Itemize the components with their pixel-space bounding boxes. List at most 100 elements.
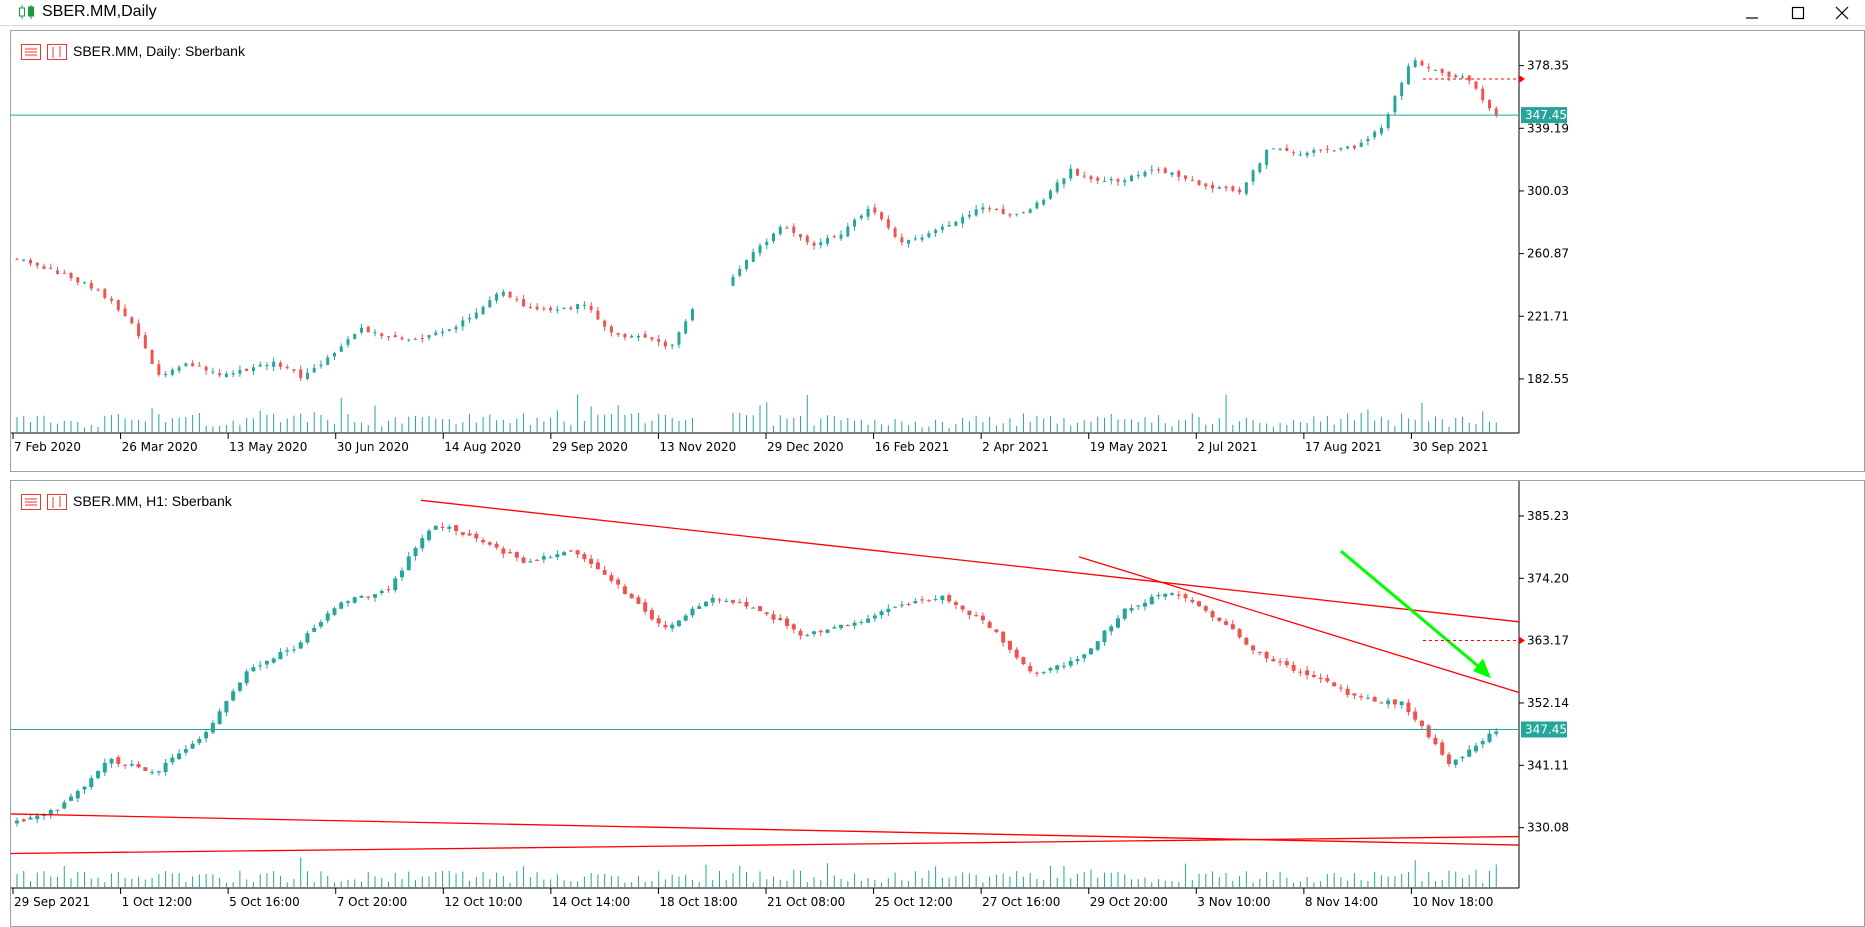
- candle-body: [69, 796, 74, 801]
- candle-body: [460, 532, 465, 535]
- candle-body: [535, 559, 540, 561]
- candle-body: [1136, 605, 1141, 607]
- candle-body: [1386, 114, 1390, 128]
- candle-body: [1231, 186, 1235, 191]
- candle-body: [893, 228, 897, 238]
- candle-body: [332, 608, 337, 615]
- candle-body: [326, 357, 330, 365]
- candle-body: [1204, 183, 1208, 187]
- candle-body: [285, 650, 290, 652]
- candle-body: [1068, 660, 1073, 666]
- candle-body: [1487, 100, 1491, 109]
- candle-body: [656, 618, 661, 624]
- candle-body: [488, 300, 492, 308]
- candle-body: [832, 627, 837, 629]
- candle-body: [636, 335, 640, 338]
- candle-body: [366, 326, 370, 333]
- candle-body: [663, 341, 667, 347]
- h1-chart-panel[interactable]: SBER.MM, H1: Sberbank 385.23 374.20 363.17…: [10, 480, 1865, 927]
- candle-body: [339, 602, 344, 609]
- candle-body: [670, 344, 674, 346]
- candle-body: [420, 538, 425, 549]
- candle-body: [582, 554, 587, 560]
- candle-body: [1096, 177, 1100, 181]
- candle-body: [1372, 697, 1377, 702]
- window-titlebar: SBER.MM,Daily: [0, 0, 1865, 26]
- candle-body: [954, 221, 958, 226]
- time-tick-label: 1 Oct 12:00: [122, 895, 193, 909]
- candle-body: [1244, 182, 1248, 194]
- candle-body: [204, 366, 208, 371]
- indicators-icon: [47, 44, 67, 61]
- candle-body: [487, 542, 492, 545]
- candle-body: [305, 372, 309, 379]
- time-tick-label: 25 Oct 12:00: [875, 895, 953, 909]
- candle-body: [454, 326, 458, 330]
- candle-body: [1177, 170, 1181, 177]
- candle-body: [28, 817, 33, 820]
- candle-body: [1298, 671, 1303, 673]
- candle-body: [1163, 593, 1168, 597]
- candle-body: [116, 757, 121, 764]
- candle-body: [913, 601, 918, 604]
- candle-body: [1238, 189, 1242, 193]
- candle-body: [1176, 594, 1181, 596]
- candle-body: [960, 605, 965, 610]
- candle-body: [880, 212, 884, 220]
- candle-body: [859, 215, 863, 219]
- candle-body: [197, 738, 202, 744]
- candle-body: [305, 633, 310, 643]
- candle-body: [947, 225, 951, 227]
- candle-body: [298, 642, 303, 649]
- candle-body: [291, 649, 296, 651]
- time-tick-label: 7 Feb 2020: [14, 440, 81, 454]
- candle-body: [853, 219, 857, 227]
- candle-body: [1311, 674, 1316, 677]
- candle-body: [589, 305, 593, 311]
- candle-body: [643, 602, 648, 612]
- candle-body: [427, 530, 432, 540]
- daily-chart-panel[interactable]: SBER.MM, Daily: Sberbank 378.35 339.19 300…: [10, 30, 1865, 472]
- maximize-button[interactable]: [1776, 0, 1820, 26]
- candle-body: [1109, 626, 1114, 632]
- candle-body: [312, 627, 317, 632]
- candle-body: [1109, 178, 1113, 181]
- candle-body: [177, 753, 182, 760]
- candle-body: [886, 608, 891, 613]
- current-price-label: 347.45: [1525, 108, 1567, 122]
- candle-body: [1312, 150, 1316, 153]
- candle-body: [798, 630, 803, 636]
- indicators-icon: [47, 494, 67, 511]
- candle-body: [130, 317, 134, 324]
- candle-body: [1224, 621, 1229, 625]
- candle-body: [649, 610, 654, 620]
- candle-body: [1278, 661, 1283, 663]
- candle-body: [89, 283, 93, 289]
- candle-body: [1433, 69, 1437, 71]
- candle-body: [1082, 654, 1087, 659]
- candle-body: [987, 621, 992, 628]
- candle-body: [1467, 75, 1471, 81]
- minimize-button[interactable]: [1730, 0, 1774, 26]
- candle-body: [785, 618, 790, 626]
- candle-body: [461, 320, 465, 327]
- candle-body: [555, 554, 560, 558]
- candle-body: [413, 547, 418, 557]
- trendline-lower: [1078, 556, 1520, 694]
- support-line-upper: [11, 813, 1520, 846]
- candle-body: [886, 219, 890, 228]
- candle-body: [474, 312, 478, 319]
- candle-body: [1102, 630, 1107, 643]
- candle-body: [657, 339, 661, 342]
- list-icon: [21, 494, 41, 511]
- candle-body: [616, 579, 621, 585]
- candle-body: [839, 234, 843, 239]
- candle-body: [386, 589, 391, 591]
- candle-body: [1123, 180, 1127, 183]
- close-button[interactable]: [1820, 0, 1864, 26]
- time-tick-label: 7 Oct 20:00: [337, 895, 408, 909]
- time-tick-label: 18 Oct 18:00: [659, 895, 737, 909]
- daily-chart-header: SBER.MM, Daily: Sberbank: [21, 43, 245, 61]
- candle-body: [562, 307, 566, 310]
- candle-body: [1028, 665, 1033, 672]
